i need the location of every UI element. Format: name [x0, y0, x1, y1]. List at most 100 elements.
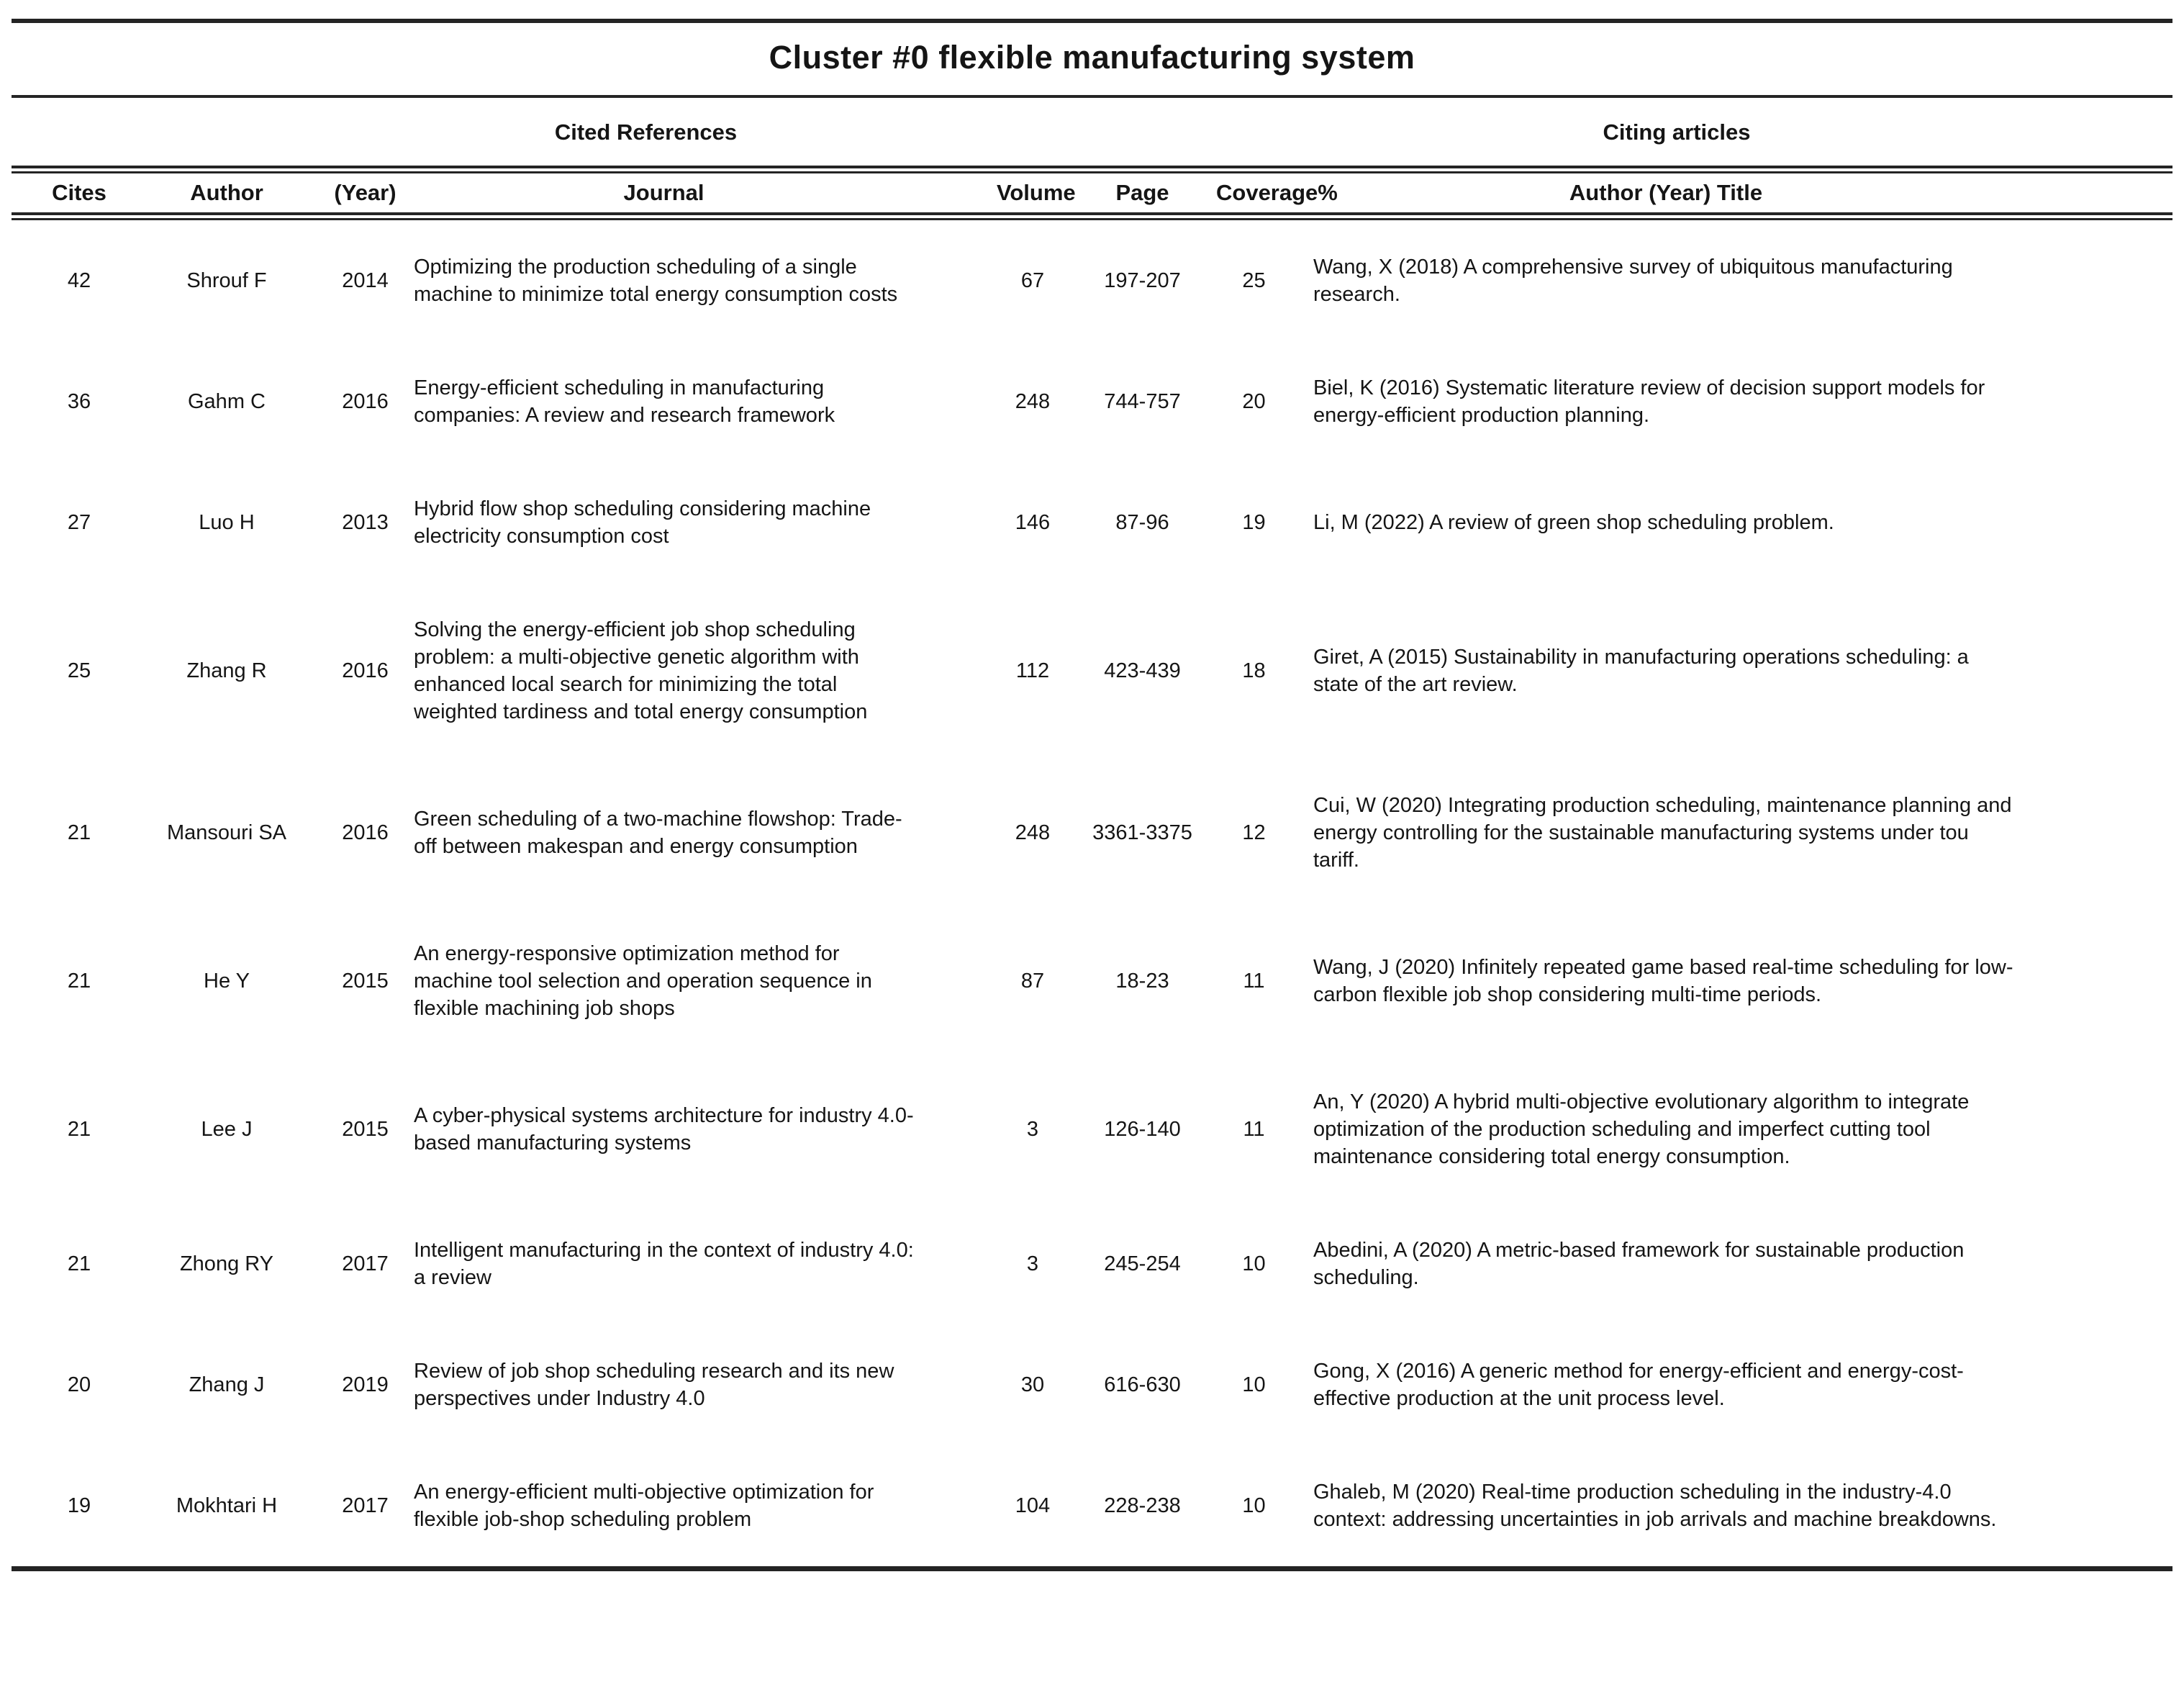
volume-value: 87 [1020, 970, 1045, 993]
citing-article: Gong, X (2016) A generic method for ener… [1313, 1360, 1964, 1410]
journal-title: Solving the energy-efficient job shop sc… [414, 618, 868, 723]
page-range: 245-254 [1104, 1252, 1181, 1275]
coverage-value: 10 [1242, 1373, 1266, 1396]
year-value: 2017 [342, 1252, 389, 1275]
cites-value: 19 [67, 1494, 91, 1517]
coverage-value: 19 [1242, 511, 1266, 534]
page-range: 423-439 [1104, 659, 1181, 682]
coverage-value: 12 [1242, 821, 1266, 844]
header-bottom-rule [12, 212, 2172, 220]
column-header-citing: Author (Year) Title [1569, 180, 1763, 205]
citing-article: Cui, W (2020) Integrating production sch… [1313, 794, 2012, 872]
coverage-value: 11 [1243, 1118, 1265, 1141]
year-value: 2019 [342, 1373, 389, 1396]
volume-value: 112 [1015, 659, 1050, 682]
table-row: 20 Zhang J 2019 Review of job shop sched… [0, 1324, 2184, 1445]
volume-value: 248 [1015, 821, 1051, 844]
table-row: 21 Zhong RY 2017 Intelligent manufacturi… [0, 1203, 2184, 1324]
author-value: Shrouf F [186, 269, 267, 292]
year-value: 2016 [342, 821, 389, 844]
author-value: Mansouri SA [166, 821, 286, 844]
table-row: 27 Luo H 2013 Hybrid flow shop schedulin… [0, 462, 2184, 583]
volume-value: 146 [1015, 511, 1051, 534]
group-header-citing-articles: Citing articles [1603, 119, 1751, 145]
volume-value: 248 [1015, 390, 1051, 413]
author-value: Zhong RY [179, 1252, 274, 1275]
author-value: Gahm C [188, 390, 266, 413]
year-value: 2016 [342, 390, 389, 413]
citing-article: Ghaleb, M (2020) Real-time production sc… [1313, 1481, 1997, 1531]
journal-title: Intelligent manufacturing in the context… [414, 1239, 914, 1289]
volume-value: 67 [1020, 269, 1045, 292]
journal-title: An energy-efficient multi-objective opti… [414, 1481, 874, 1531]
author-value: Zhang J [189, 1373, 265, 1396]
cites-value: 25 [67, 659, 91, 682]
column-header-coverage: Coverage% [1216, 180, 1338, 205]
cites-value: 36 [67, 390, 91, 413]
author-value: Luo H [199, 511, 255, 534]
page-range: 87-96 [1115, 511, 1169, 534]
year-value: 2015 [342, 1118, 389, 1141]
coverage-value: 18 [1242, 659, 1266, 682]
page-range: 3361-3375 [1092, 821, 1192, 844]
table-row: 21 He Y 2015 An energy-responsive optimi… [0, 907, 2184, 1055]
journal-title: Green scheduling of a two-machine flowsh… [414, 808, 902, 858]
journal-title: A cyber-physical systems architecture fo… [414, 1104, 914, 1155]
volume-value: 30 [1020, 1373, 1045, 1396]
volume-value: 104 [1015, 1494, 1051, 1517]
top-rule [12, 19, 2172, 23]
coverage-value: 10 [1242, 1252, 1266, 1275]
title-rule [12, 95, 2172, 98]
table-row: 19 Mokhtari H 2017 An energy-efficient m… [0, 1445, 2184, 1566]
year-value: 2015 [342, 970, 389, 993]
page-range: 616-630 [1104, 1373, 1181, 1396]
coverage-value: 10 [1242, 1494, 1266, 1517]
citing-article: An, Y (2020) A hybrid multi-objective ev… [1313, 1090, 1970, 1168]
page-range: 197-207 [1104, 269, 1181, 292]
column-header-cites: Cites [52, 180, 107, 205]
citing-article: Wang, J (2020) Infinitely repeated game … [1313, 956, 2013, 1006]
table-row: 21 Lee J 2015 A cyber-physical systems a… [0, 1055, 2184, 1203]
year-value: 2017 [342, 1494, 389, 1517]
volume-value: 3 [1026, 1118, 1039, 1141]
page-range: 228-238 [1104, 1494, 1181, 1517]
year-value: 2013 [342, 511, 389, 534]
author-value: Mokhtari H [176, 1494, 278, 1517]
cites-value: 20 [67, 1373, 91, 1396]
author-value: Zhang R [186, 659, 267, 682]
coverage-value: 20 [1242, 390, 1266, 413]
column-header-page: Page [1115, 180, 1169, 205]
cites-value: 21 [67, 821, 91, 844]
journal-title: Optimizing the production scheduling of … [414, 256, 898, 306]
column-header-row: Cites Author (Year) Journal Volume Page … [0, 173, 2184, 212]
citing-article: Giret, A (2015) Sustainability in manufa… [1313, 646, 1969, 696]
table-row: 25 Zhang R 2016 Solving the energy-effic… [0, 583, 2184, 759]
column-header-journal: Journal [623, 180, 704, 205]
header-top-rule [12, 166, 2172, 173]
page-range: 18-23 [1115, 970, 1169, 993]
coverage-value: 11 [1243, 970, 1265, 993]
cites-value: 42 [67, 269, 91, 292]
table-row: 42 Shrouf F 2014 Optimizing the producti… [0, 220, 2184, 341]
bottom-rule [12, 1566, 2172, 1571]
group-header-cited-references: Cited References [554, 119, 738, 145]
table-body: 42 Shrouf F 2014 Optimizing the producti… [0, 220, 2184, 1566]
year-value: 2014 [342, 269, 389, 292]
group-header-row: Cited References Citing articles [0, 98, 2184, 166]
cites-value: 21 [67, 1118, 91, 1141]
journal-title: Review of job shop scheduling research a… [414, 1360, 894, 1410]
journal-title: Energy-efficient scheduling in manufactu… [414, 376, 835, 427]
cites-value: 21 [67, 1252, 91, 1275]
year-value: 2016 [342, 659, 389, 682]
author-value: Lee J [201, 1118, 253, 1141]
table-row: 36 Gahm C 2016 Energy-efficient scheduli… [0, 341, 2184, 462]
citing-article: Wang, X (2018) A comprehensive survey of… [1313, 256, 1953, 306]
page-range: 744-757 [1104, 390, 1181, 413]
page-title: Cluster #0 flexible manufacturing system [769, 39, 1415, 76]
coverage-value: 25 [1242, 269, 1266, 292]
cites-value: 21 [67, 970, 91, 993]
column-header-volume: Volume [997, 180, 1076, 205]
column-header-year: (Year) [334, 180, 397, 205]
journal-title: Hybrid flow shop scheduling considering … [414, 497, 871, 548]
